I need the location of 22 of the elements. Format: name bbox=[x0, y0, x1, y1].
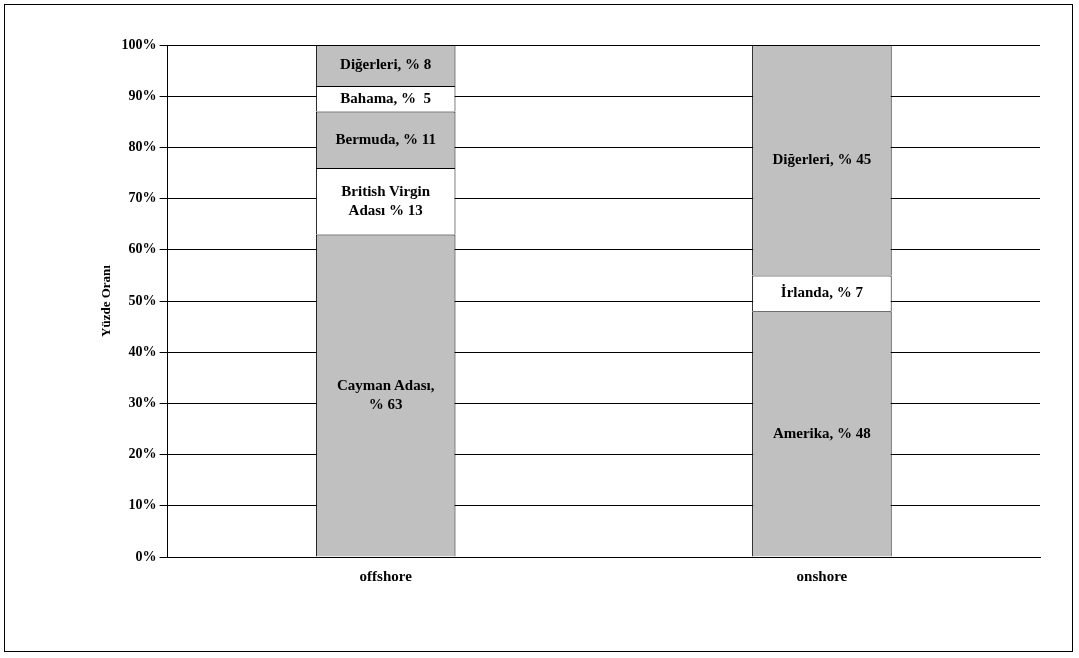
y-tick-label: 50% bbox=[128, 292, 157, 308]
data-label: Diğerleri, % 8 bbox=[340, 56, 432, 73]
y-tick-label: 10% bbox=[128, 497, 157, 513]
data-label: British Virgin Adası % 13 bbox=[341, 182, 431, 218]
y-tick-label: 60% bbox=[128, 241, 157, 257]
y-axis-title: Yüzde Oranı bbox=[98, 264, 114, 337]
data-label: Amerika, % 48 bbox=[772, 424, 871, 441]
y-tick-label: 20% bbox=[128, 446, 157, 462]
data-label: İrlanda, % 7 bbox=[780, 284, 864, 301]
y-tick-label: 80% bbox=[128, 139, 157, 155]
x-tick-label: offshore bbox=[359, 567, 413, 584]
x-tick-label: onshore bbox=[796, 567, 848, 584]
y-tick-label: 30% bbox=[128, 395, 157, 411]
y-tick-label: 100% bbox=[121, 36, 157, 52]
data-label: Diğerleri, % 45 bbox=[772, 151, 872, 168]
y-tick-label: 90% bbox=[128, 87, 157, 103]
data-label: Bermuda, % 11 bbox=[335, 130, 436, 147]
data-label: Cayman Adası, % 63 bbox=[336, 376, 435, 412]
y-tick-label: 0% bbox=[135, 548, 157, 564]
y-tick-label: 40% bbox=[128, 343, 157, 359]
y-tick-label: 70% bbox=[128, 190, 157, 206]
data-label: Bahama, % 5 bbox=[340, 89, 432, 106]
